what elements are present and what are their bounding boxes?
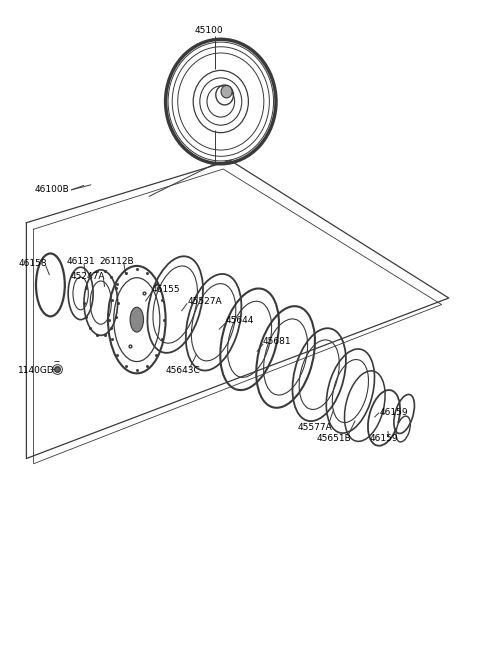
Text: 45527A: 45527A [187, 297, 222, 306]
Text: 45100: 45100 [194, 26, 223, 35]
Ellipse shape [221, 86, 232, 98]
Text: 46159: 46159 [379, 408, 408, 417]
Text: 45651B: 45651B [317, 434, 351, 443]
Text: 45644: 45644 [226, 316, 254, 326]
Text: 45681: 45681 [263, 337, 292, 346]
Text: 46158: 46158 [18, 259, 47, 268]
Text: 45247A: 45247A [71, 272, 106, 281]
Text: 46131: 46131 [66, 257, 95, 267]
Text: 46100B: 46100B [35, 185, 69, 195]
Text: 45643C: 45643C [166, 365, 200, 375]
Ellipse shape [130, 307, 144, 332]
Text: 1140GD: 1140GD [18, 365, 55, 375]
Text: 45577A: 45577A [298, 422, 332, 432]
Text: 26112B: 26112B [100, 257, 134, 267]
Text: 46159: 46159 [370, 434, 398, 443]
Text: 46155: 46155 [152, 285, 180, 294]
